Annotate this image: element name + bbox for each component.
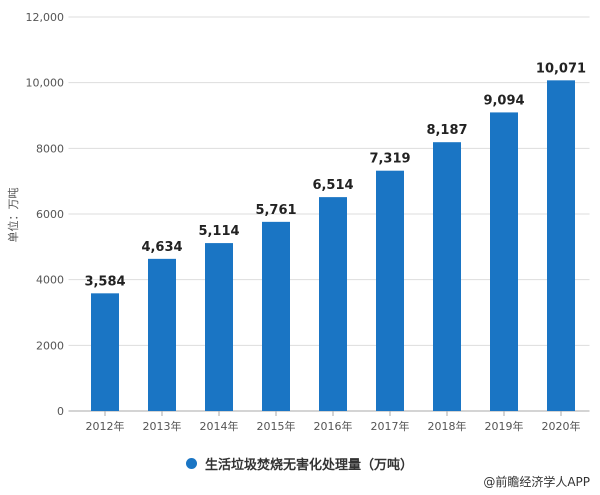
y-tick-label: 4000 [36, 274, 64, 287]
bar [490, 112, 518, 411]
x-tick-label: 2015年 [257, 419, 296, 433]
data-label: 8,187 [426, 123, 467, 138]
data-label: 10,071 [536, 61, 586, 76]
data-label: 4,634 [141, 240, 182, 255]
credit-text: @前瞻经济学人APP [483, 475, 590, 489]
bar [148, 258, 176, 411]
x-tick-label: 2016年 [314, 419, 353, 433]
bar [205, 243, 233, 411]
legend[interactable]: 生活垃圾焚烧无害化处理量（万吨） [186, 454, 413, 473]
y-tick-label: 6000 [36, 208, 64, 221]
x-tick-label: 2018年 [428, 419, 467, 433]
y-tick-label: 8000 [36, 142, 64, 155]
data-label: 3,584 [84, 274, 125, 289]
x-tick-label: 2012年 [86, 419, 125, 433]
bar [319, 197, 347, 411]
y-axis-label: 单位：万吨 [6, 188, 20, 243]
legend-label: 生活垃圾焚烧无害化处理量（万吨） [205, 458, 414, 473]
y-tick-label: 12,000 [26, 11, 65, 24]
bar [262, 221, 290, 411]
bar [433, 142, 461, 412]
data-label: 5,761 [255, 203, 296, 218]
data-label: 5,114 [198, 224, 239, 239]
bar [91, 293, 119, 411]
data-label: 6,514 [312, 178, 353, 193]
x-tick-label: 2017年 [371, 419, 410, 433]
x-tick-label: 2020年 [542, 419, 581, 433]
bar [376, 170, 404, 411]
data-label: 7,319 [369, 152, 410, 167]
data-label: 9,094 [483, 93, 524, 108]
bar [547, 80, 575, 411]
x-tick-label: 2019年 [485, 419, 524, 433]
y-tick-label: 0 [57, 405, 64, 418]
y-tick-label: 2000 [36, 339, 64, 352]
y-tick-label: 10,000 [26, 77, 65, 90]
x-tick-label: 2014年 [200, 419, 239, 433]
legend-marker [186, 458, 197, 469]
x-tick-label: 2013年 [143, 419, 182, 433]
